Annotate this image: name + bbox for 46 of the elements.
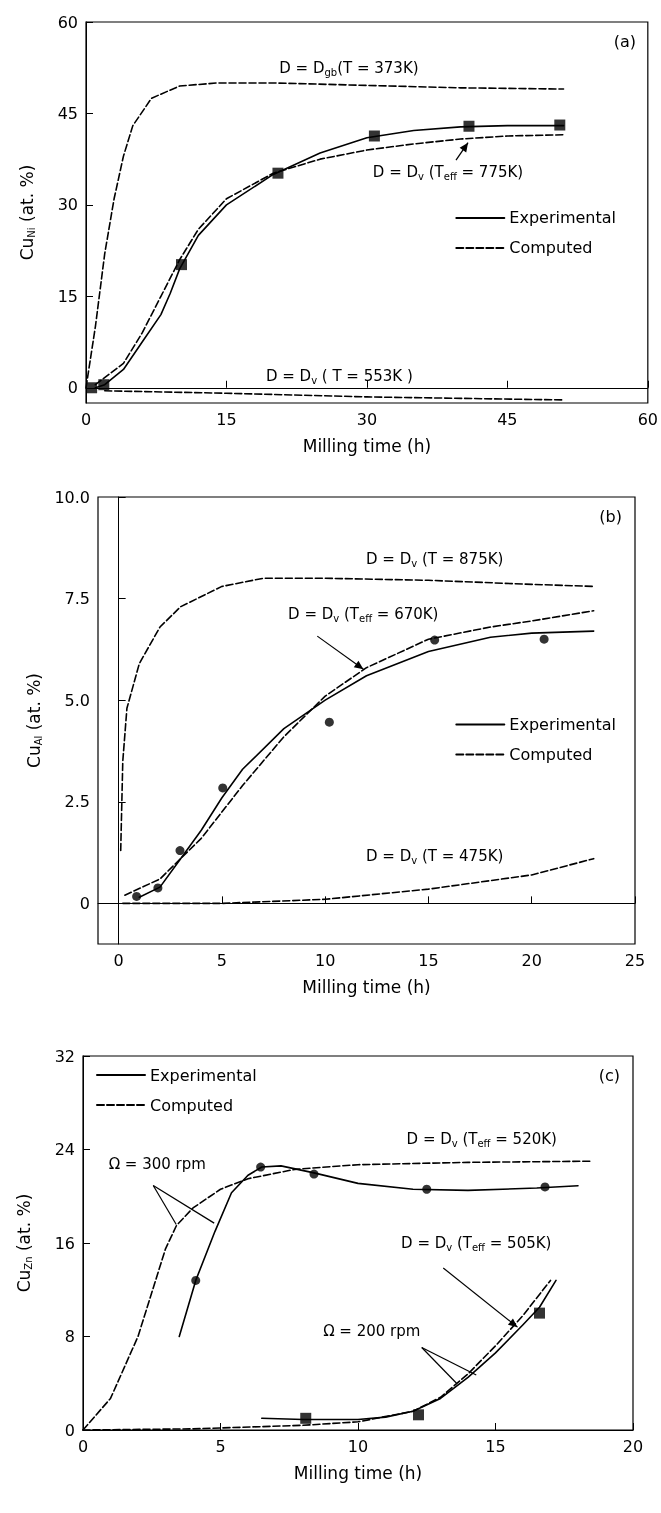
legend-label: Computed [509,745,593,765]
x-tick-label: 15 [485,1436,506,1456]
y-tick-label: 10.0 [54,487,90,507]
y-tick-label: 60 [57,12,78,32]
legend-label: Experimental [509,715,617,735]
x-tick-label: 5 [216,950,228,970]
y-axis-title: CuZn (at. %) [13,1193,34,1293]
x-tick-label: 20 [622,1436,644,1456]
y-tick-label: 0 [64,1420,75,1440]
y-axis-title: CuNi (at. %) [16,164,37,261]
x-tick-label: 5 [215,1436,226,1456]
x-tick-label: 20 [521,950,542,970]
x-tick-label: 25 [624,950,646,970]
y-tick-label: 30 [57,195,78,215]
x-tick-label: 30 [356,409,378,429]
x-tick-label: 45 [497,409,518,429]
y-tick-label: 8 [64,1327,75,1346]
y-tick-label: 32 [54,1046,75,1066]
y-tick-label: 7.5 [64,589,90,609]
legend-label: Computed [150,1095,234,1115]
x-tick-label: 60 [637,409,658,429]
x-axis-title: Milling time (h) [293,1462,423,1483]
legend-label: Experimental [509,208,617,228]
y-tick-label: 45 [57,103,78,123]
legend-label: Computed [509,238,593,258]
y-tick-label: 0 [79,893,90,913]
x-tick-label: 10 [315,950,336,970]
y-tick-label: 2.5 [64,792,90,812]
legend-label: Experimental [150,1065,257,1085]
text: (a) [613,31,637,51]
x-axis-title: Milling time (h) [302,976,431,997]
x-tick-label: 10 [347,1436,369,1456]
annotation: Ω = 200 rpm [323,1321,421,1340]
annotation: Ω = 300 rpm [108,1155,206,1174]
x-tick-label: 0 [113,950,124,970]
y-tick-label: 15 [57,286,78,306]
text: (b) [599,506,622,526]
y-tick-label: 0 [67,378,78,398]
text: (c) [598,1065,620,1085]
x-tick-label: 15 [418,950,439,970]
y-tick-label: 16 [54,1233,75,1253]
y-axis-title: CuAl (at. %) [23,673,44,768]
y-tick-label: 5.0 [64,690,90,710]
x-axis-title: Milling time (h) [302,435,432,456]
y-tick-label: 24 [54,1140,75,1159]
x-tick-label: 15 [216,409,237,429]
